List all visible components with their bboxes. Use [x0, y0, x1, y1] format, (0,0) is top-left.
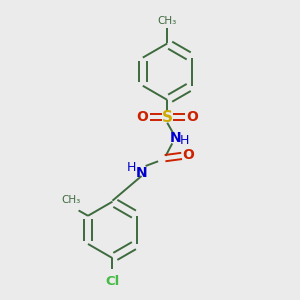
Text: N: N — [136, 166, 147, 180]
Text: H: H — [180, 134, 190, 147]
Text: O: O — [183, 148, 194, 162]
Text: CH₃: CH₃ — [158, 16, 177, 26]
Text: H: H — [127, 161, 136, 174]
Text: Cl: Cl — [105, 275, 119, 288]
Text: CH₃: CH₃ — [61, 195, 80, 205]
Text: N: N — [170, 131, 182, 146]
Text: S: S — [162, 110, 173, 124]
Text: O: O — [186, 110, 198, 124]
Text: O: O — [136, 110, 148, 124]
